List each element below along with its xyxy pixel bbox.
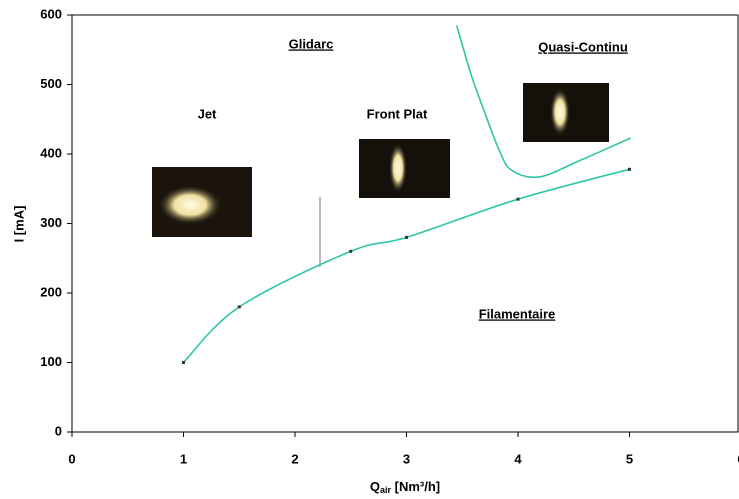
data-point [349,249,353,253]
y-tick-label: 0 [55,423,62,438]
data-point [405,235,408,239]
annotation: Filamentaire [479,306,556,321]
annotation: Jet [198,106,217,121]
x-axis-label: Qair [Nm³/h] [370,479,440,495]
data-point [237,305,241,309]
x-label-main: Q [370,479,380,494]
x-tick-label: 4 [514,451,522,466]
data-point [516,197,520,201]
annotation: Glidarc [289,36,334,51]
y-tick-label: 100 [40,354,62,369]
y-tick-label: 600 [40,6,62,21]
data-point [182,361,185,364]
x-label-unit: [Nm³/h] [391,479,440,494]
annotation: Front Plat [367,106,428,121]
glow-quasi-continu [550,88,570,136]
trend-line [455,25,631,179]
y-tick-label: 400 [40,145,62,160]
x-tick-label: 5 [626,451,633,466]
x-tick-label: 0 [68,451,75,466]
x-label-sub: air [380,485,392,495]
data-point [628,167,631,171]
y-axis-label: I [mA] [11,206,26,243]
annotation: Quasi-Continu [538,39,628,54]
y-tick-label: 500 [40,76,62,91]
x-tick-label: 3 [403,451,410,466]
glow-front-plat [389,143,407,193]
x-tick-label: 1 [180,451,187,466]
x-tick-label: 2 [291,451,298,466]
y-tick-label: 200 [40,284,62,299]
glow-jet [158,185,222,225]
photos [152,83,609,267]
x-tick-label: 6 [737,451,739,466]
y-tick-label: 300 [40,215,62,230]
